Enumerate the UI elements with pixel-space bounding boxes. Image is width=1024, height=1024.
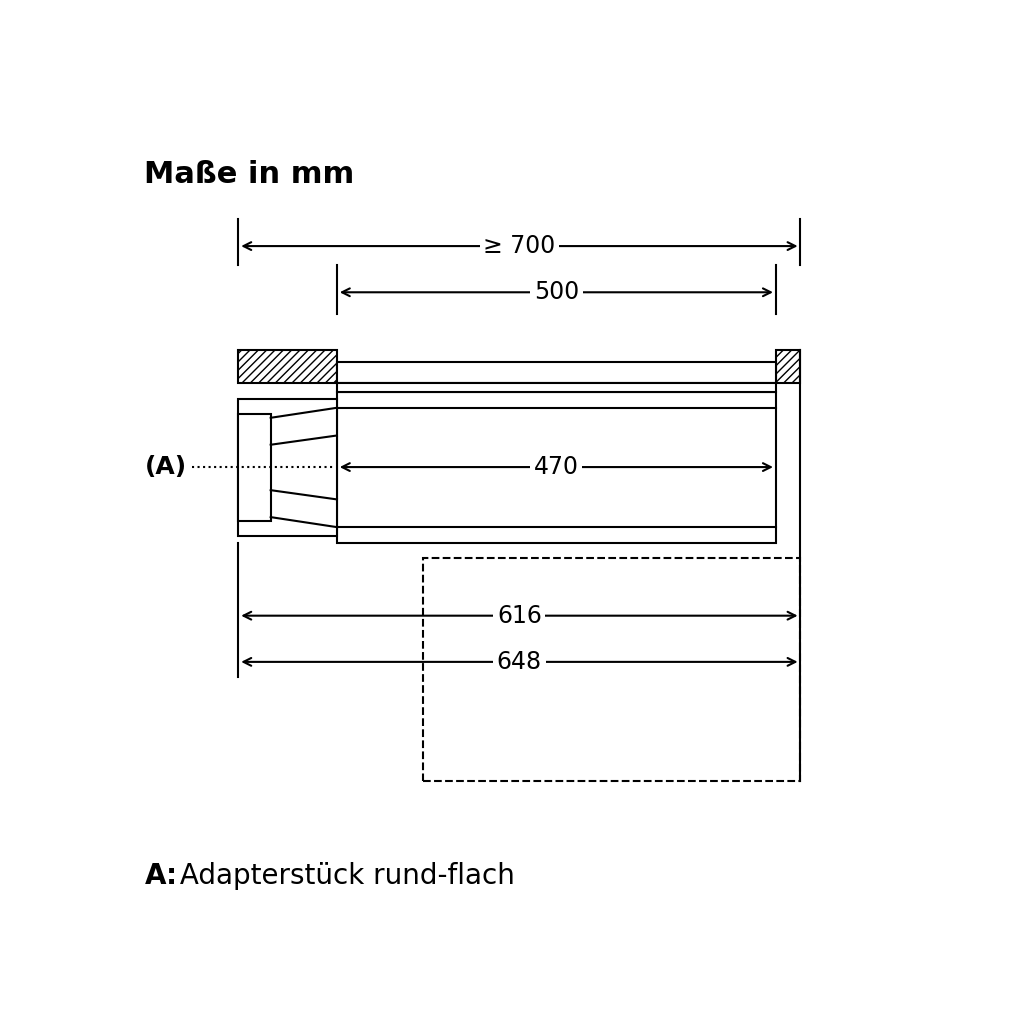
Bar (776, 350, 801, 383)
Text: (A): (A) (144, 455, 186, 479)
Text: A:: A: (144, 862, 177, 890)
Bar (239, 398, 337, 537)
Bar (423, 558, 801, 781)
Bar (337, 361, 776, 383)
Text: ≥ 700: ≥ 700 (483, 234, 556, 258)
Text: 648: 648 (497, 650, 542, 674)
Text: 470: 470 (534, 455, 579, 479)
Bar (239, 414, 270, 521)
Bar (239, 350, 337, 383)
Text: Adapterstück rund-flach: Adapterstück rund-flach (171, 862, 514, 890)
Text: 500: 500 (534, 281, 579, 304)
Bar (337, 383, 776, 392)
Text: Maße in mm: Maße in mm (144, 160, 354, 188)
Bar (337, 392, 776, 543)
Text: 616: 616 (497, 604, 542, 628)
